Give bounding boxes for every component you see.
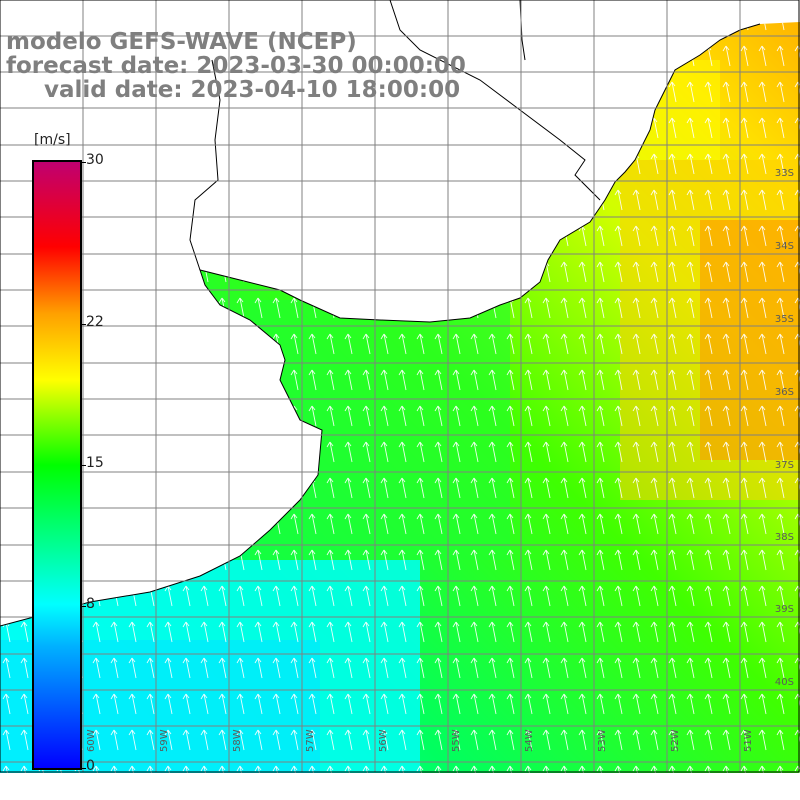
lat-label: 39S	[774, 604, 794, 615]
colorbar-tick-mark	[80, 162, 86, 163]
border-line	[189, 59, 221, 271]
colorbar-tick-label: 22	[86, 313, 104, 330]
lon-label: 53W	[597, 729, 608, 752]
colorbar-unit: [m/s]	[34, 132, 71, 148]
title-model: modelo GEFS-WAVE (NCEP)	[6, 29, 357, 55]
lat-label: 40S	[774, 677, 794, 688]
lat-label: 38S	[774, 532, 794, 543]
lon-label: 56W	[378, 729, 389, 752]
lon-label: 54W	[524, 729, 535, 752]
lat-label: 33S	[774, 168, 794, 179]
colorbar-tick-mark	[80, 606, 86, 608]
lat-label: 34S	[774, 241, 794, 252]
border-line	[389, 0, 601, 201]
lat-label: 37S	[774, 460, 794, 471]
lat-label: 36S	[774, 387, 794, 398]
title-valid-date: valid date: 2023-04-10 18:00:00	[44, 77, 461, 103]
colorbar-tick-label: 15	[86, 455, 104, 471]
colorbar-tick-mark	[80, 768, 86, 769]
coastline	[0, 23, 761, 627]
map-title: modelo GEFS-WAVE (NCEP) forecast date: 2…	[6, 30, 466, 102]
title-forecast-date: forecast date: 2023-03-30 00:00:00	[6, 53, 466, 79]
lon-label: 51W	[743, 729, 754, 752]
colorbar-tick-label: 30	[86, 152, 104, 168]
colorbar-tick-label: 0	[86, 758, 95, 774]
lon-label: 59W	[159, 729, 170, 752]
lon-label: 55W	[451, 729, 462, 752]
lat-label: 35S	[774, 314, 794, 325]
colorbar-tick-mark	[80, 323, 86, 325]
colorbar-tick-label: 8	[86, 596, 95, 613]
lon-label: 57W	[305, 729, 316, 752]
lon-label: 60W	[86, 729, 97, 752]
colorbar	[32, 160, 82, 770]
colorbar-tick-mark	[80, 465, 86, 466]
lon-label: 52W	[670, 729, 681, 752]
graticule	[0, 0, 800, 772]
lon-label: 58W	[232, 729, 243, 752]
